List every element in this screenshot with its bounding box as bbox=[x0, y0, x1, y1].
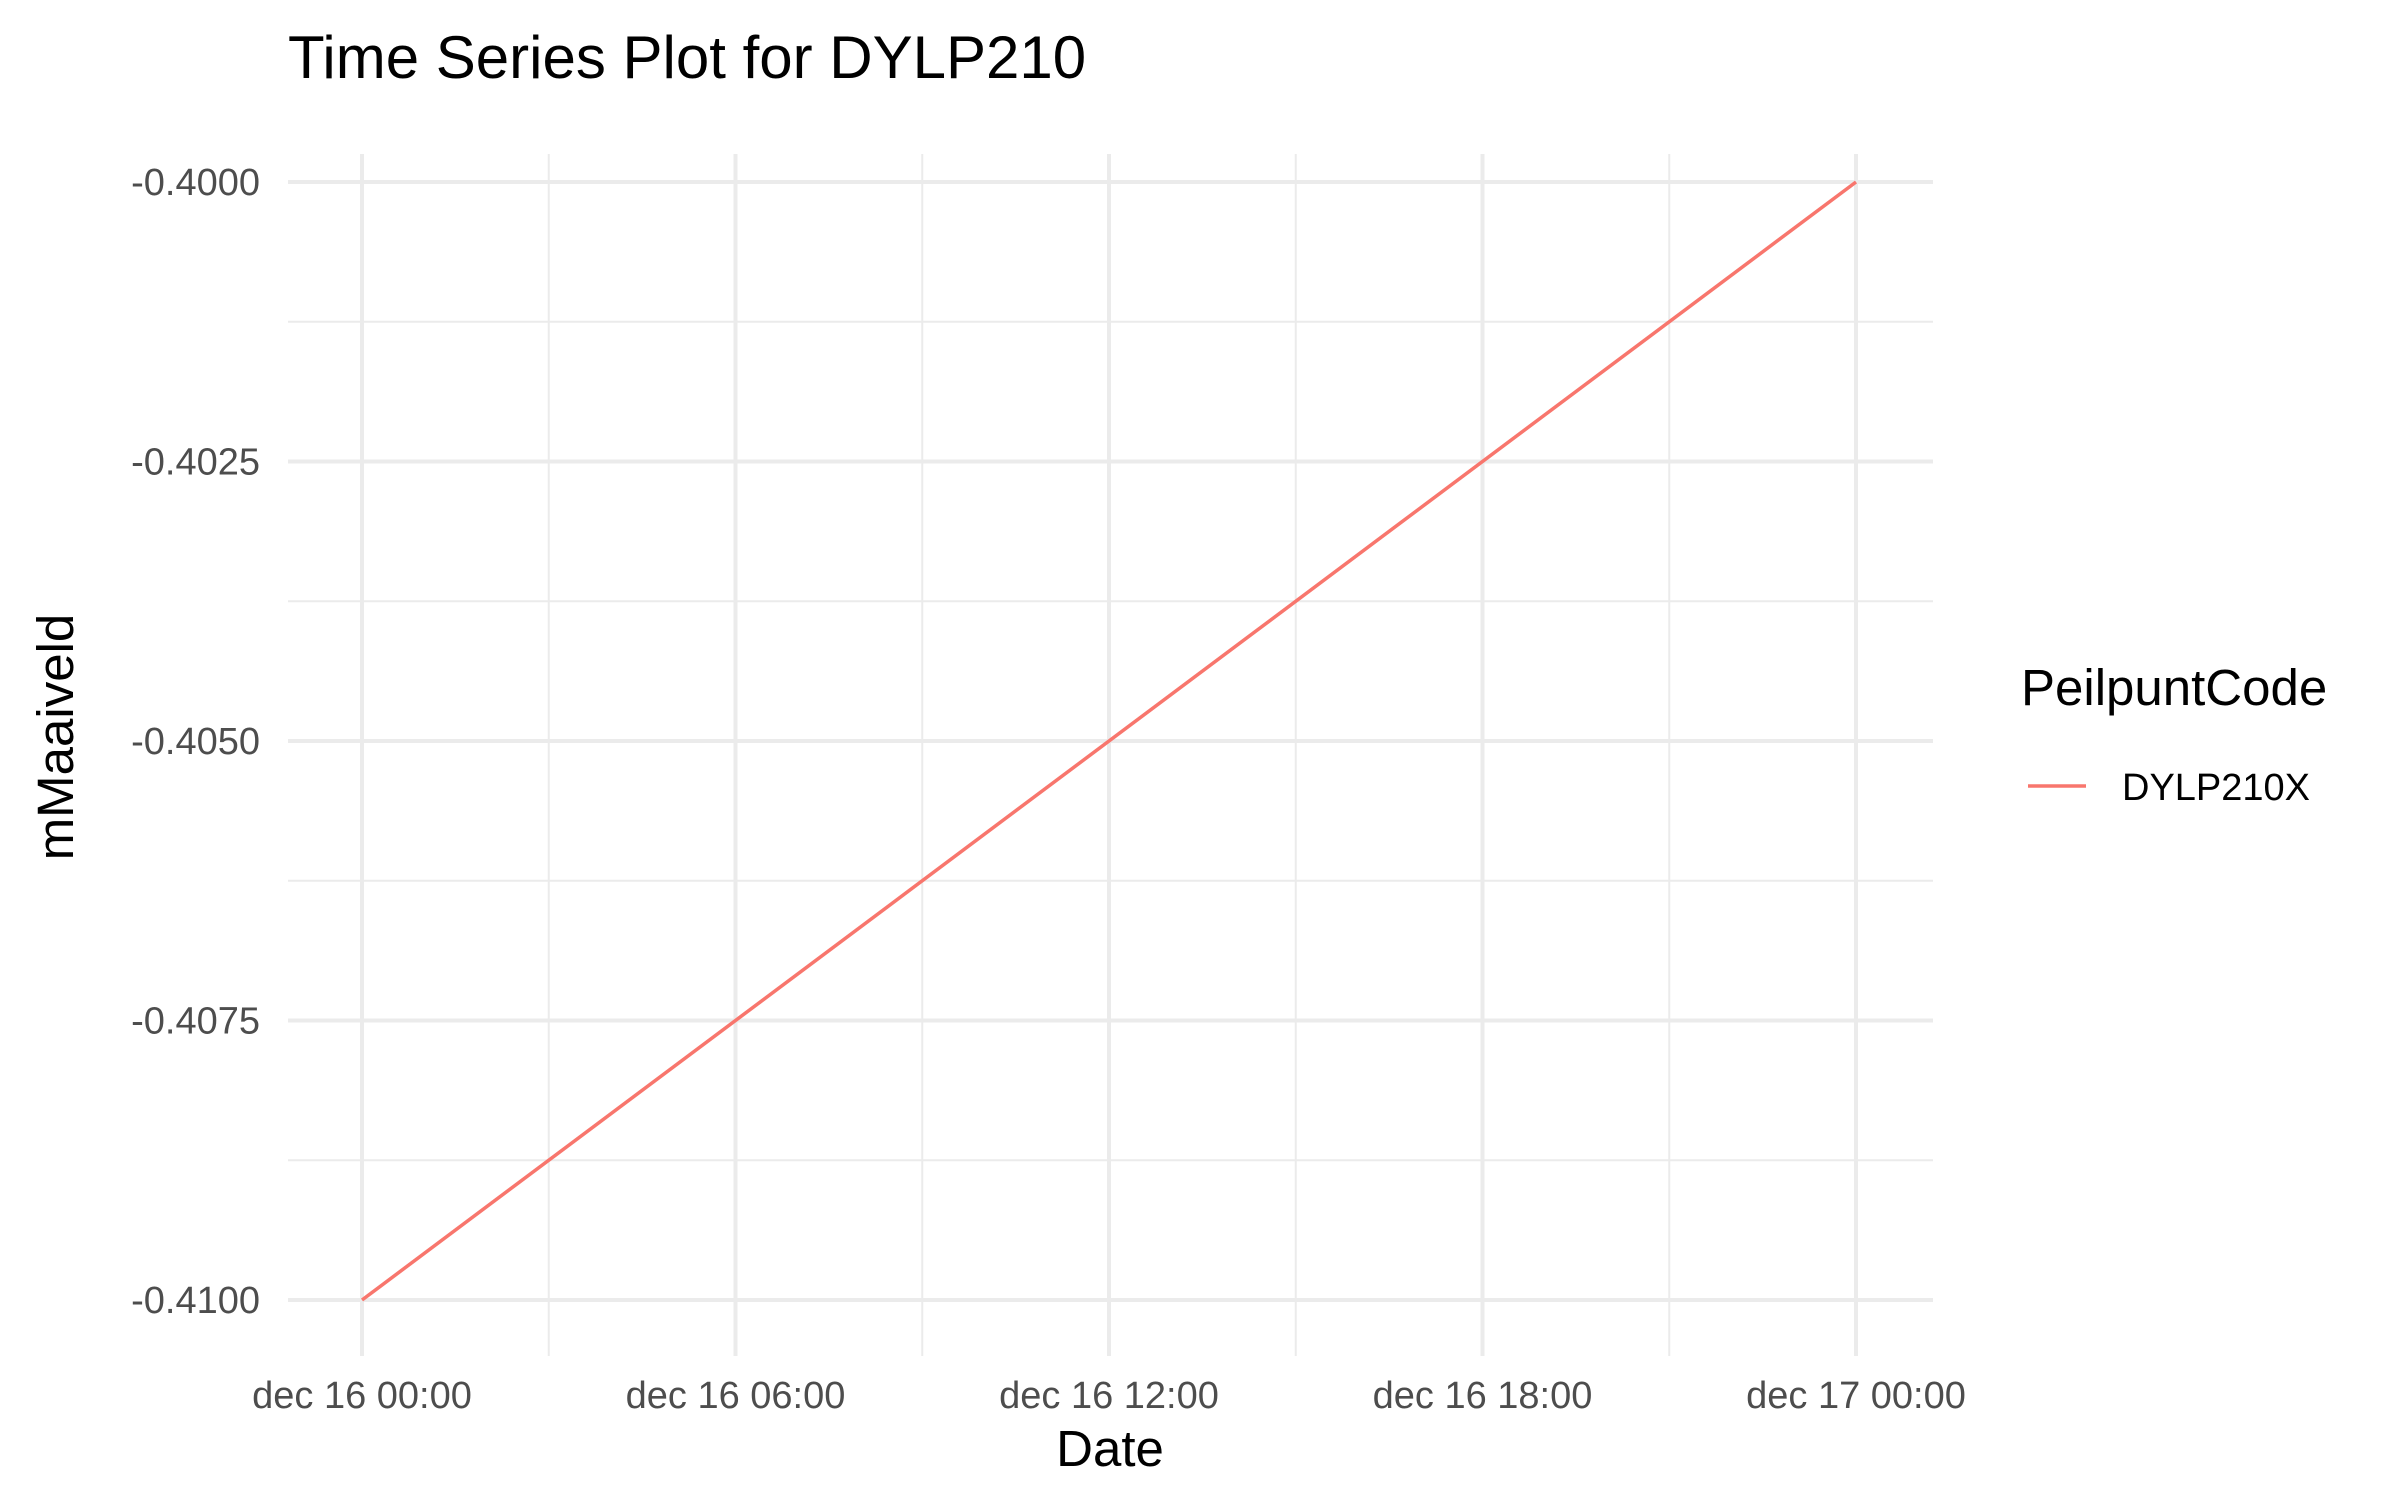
chart-title: Time Series Plot for DYLP210 bbox=[288, 24, 1086, 91]
legend-title: PeilpuntCode bbox=[2021, 659, 2327, 716]
x-tick-label: dec 16 12:00 bbox=[999, 1375, 1219, 1417]
legend-label-dylp210x: DYLP210X bbox=[2122, 767, 2310, 809]
x-tick-label: dec 17 00:00 bbox=[1746, 1375, 1966, 1417]
series-line-dylp210x bbox=[360, 180, 1858, 1302]
legend: PeilpuntCode DYLP210X bbox=[2021, 659, 2327, 809]
y-tick-label: -0.4075 bbox=[131, 1001, 260, 1043]
y-tick-label: -0.4025 bbox=[131, 442, 260, 484]
x-tick-label: dec 16 18:00 bbox=[1373, 1375, 1593, 1417]
y-tick-label: -0.4100 bbox=[131, 1280, 260, 1322]
grid bbox=[288, 154, 1933, 1356]
x-axis-title: Date bbox=[1056, 1420, 1164, 1477]
y-tick-label: -0.4050 bbox=[131, 721, 260, 763]
x-tick-label: dec 16 00:00 bbox=[252, 1375, 472, 1417]
y-tick-label: -0.4000 bbox=[131, 162, 260, 204]
tick-labels: -0.4000 -0.4025 -0.4050 -0.4075 -0.4100 dec 1… bbox=[131, 162, 1966, 1417]
y-axis-title: mMaaiveld bbox=[27, 614, 84, 861]
series-layer bbox=[360, 180, 1858, 1302]
x-tick-label: dec 16 06:00 bbox=[626, 1375, 846, 1417]
